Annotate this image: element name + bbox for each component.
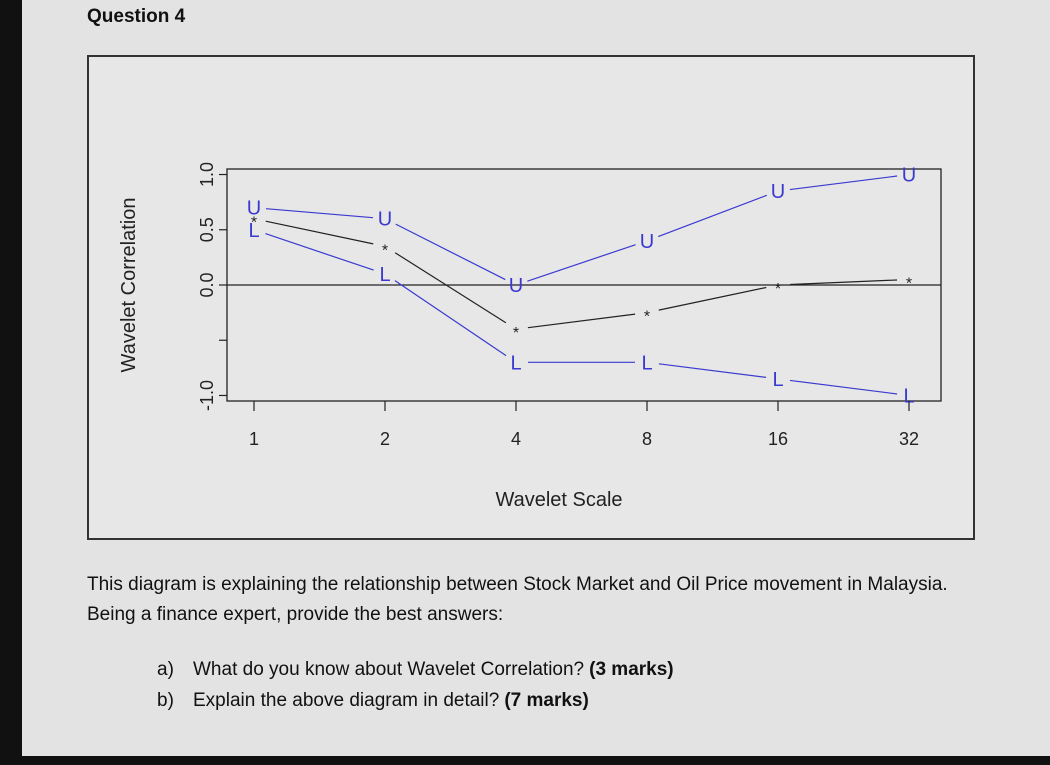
y-axis-label: Wavelet Correlation [118,198,140,373]
series-L: L L L L L L [248,220,914,408]
x-tick-label: 4 [511,429,521,449]
page: Question 4 U U U U U U * * * * * * L L L L L L -1.0 0.0 0.5… [22,0,1050,756]
x-tick-label: 16 [768,429,788,449]
y-tick-label: -1.0 [197,380,217,411]
series-segment [658,286,767,311]
series-U: U U U U U U [247,165,916,297]
x-tick-label: 2 [380,429,390,449]
point-marker: L [248,220,259,242]
question-title: Question 4 [87,6,186,27]
point-marker: U [640,231,654,253]
x-tick-label: 8 [642,429,652,449]
y-tick-label: 1.0 [197,162,217,187]
series-segment [394,280,507,357]
series-segment [394,252,507,324]
series-segment [527,313,636,329]
series-segment [658,194,767,238]
point-marker: * [251,215,257,232]
axes-layer: -1.0 0.0 0.5 1.0 1 2 4 8 16 32 [197,162,919,449]
subquestion-letter: a) [157,659,174,680]
point-marker: L [903,385,914,407]
point-marker: L [379,264,390,286]
question-intro-text: This diagram is explaining the relations… [87,574,948,625]
point-marker: U [378,209,392,231]
point-marker: U [247,198,261,220]
series-star: * * * * * * [251,215,912,342]
point-marker: * [906,275,912,292]
series-segment [789,379,898,395]
series-segment [265,208,374,219]
series-segment [527,244,636,282]
point-marker: * [382,242,388,259]
point-marker: * [513,325,519,342]
subquestion-text: What do you know about Wavelet Correlati… [193,659,585,680]
series-segment [789,175,898,191]
series-segment [265,233,374,271]
subquestion-list: a) What do you know about Wavelet Correl… [157,654,674,716]
subquestion-a: a) What do you know about Wavelet Correl… [157,654,674,685]
point-marker: * [644,309,650,326]
point-marker: L [510,352,521,374]
y-tick-label: 0.0 [197,272,217,297]
subquestion-text: Explain the above diagram in detail? [193,690,500,711]
x-tick-label: 32 [899,429,919,449]
subquestion-b: b) Explain the above diagram in detail? … [157,685,674,716]
point-marker: L [772,369,783,391]
point-marker: U [902,165,916,187]
wavelet-correlation-figure: U U U U U U * * * * * * L L L L L L -1.0 0.0 0.5 1.0 1 2 4 8 16 32… [87,55,975,540]
point-marker: L [641,352,652,374]
x-axis-label: Wavelet Scale [495,489,622,511]
point-marker: U [509,275,523,297]
point-marker: * [775,281,781,298]
y-tick-label: 0.5 [197,217,217,242]
subquestion-letter: b) [157,690,174,711]
point-marker: U [771,181,785,203]
series-segment [265,220,374,245]
series-segment [395,223,506,281]
series-segment [658,363,767,378]
series-segment [789,279,898,286]
x-tick-label: 1 [249,429,259,449]
subquestion-marks: (3 marks) [589,659,674,680]
subquestion-marks: (7 marks) [504,690,589,711]
